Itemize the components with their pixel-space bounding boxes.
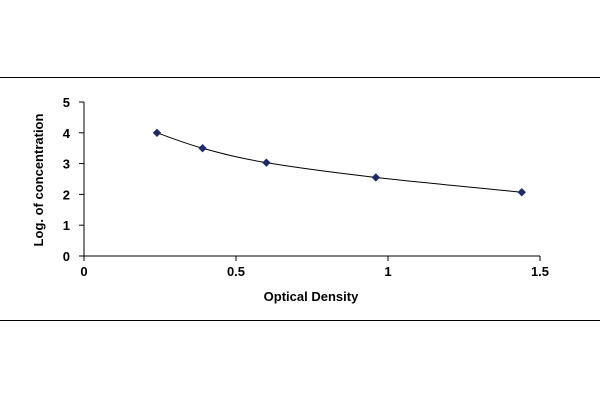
x-ticks: 0 0.5 1 1.5 <box>80 256 549 279</box>
y-tick-label: 4 <box>63 126 71 141</box>
data-point-marker <box>198 143 207 153</box>
x-tick-label: 0.5 <box>227 264 245 279</box>
markers <box>152 128 526 197</box>
y-tick-label: 0 <box>63 249 70 264</box>
x-tick-label: 1 <box>384 264 391 279</box>
x-axis-title: Optical Density <box>264 289 359 304</box>
x-tick-label: 1.5 <box>531 264 549 279</box>
y-ticks: 0 1 2 3 4 5 <box>63 95 84 264</box>
x-tick-label: 0 <box>80 264 87 279</box>
y-tick-label: 5 <box>63 95 70 110</box>
trend-line <box>156 132 522 193</box>
y-tick-label: 2 <box>63 187 70 202</box>
data-point-marker <box>371 173 381 182</box>
y-tick-label: 1 <box>63 218 70 233</box>
data-point-marker <box>262 158 271 167</box>
axes <box>83 102 540 257</box>
data-point-marker <box>152 128 162 138</box>
chart-frame: 0 1 2 3 4 5 0 0.5 1 1.5 Optical Density Log. of … <box>0 77 600 321</box>
y-tick-label: 3 <box>63 157 70 172</box>
data-point-marker <box>517 188 526 197</box>
y-axis-title: Log. of concentration <box>31 114 46 247</box>
standard-curve-chart: 0 1 2 3 4 5 0 0.5 1 1.5 Optical Density Log. of … <box>31 95 549 304</box>
